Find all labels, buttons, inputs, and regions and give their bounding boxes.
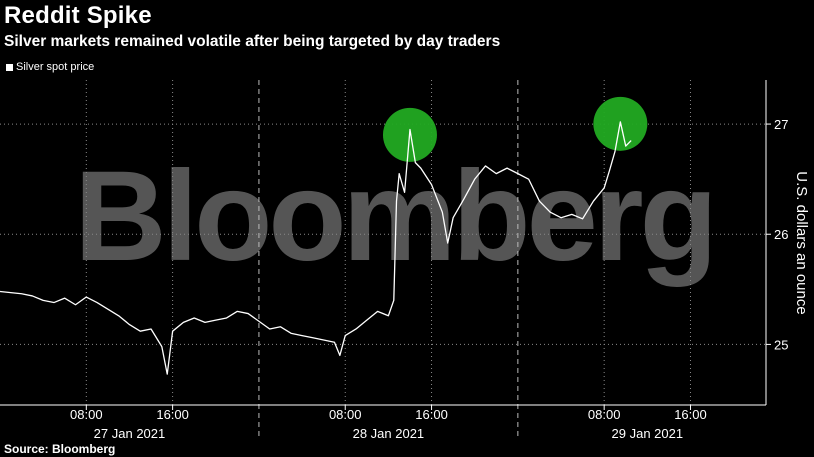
series-line-silver <box>0 121 632 375</box>
x-day-label: 27 Jan 2021 <box>94 426 166 441</box>
bloomberg-watermark: Bloomberg <box>74 145 714 288</box>
chart-subtitle: Silver markets remained volatile after b… <box>4 33 501 50</box>
y-tick-label: 26 <box>774 227 788 242</box>
x-tick-label: 16:00 <box>156 407 189 422</box>
y-tick-label: 25 <box>774 337 788 352</box>
x-tick-label: 08:00 <box>70 407 103 422</box>
legend-label: Silver spot price <box>16 61 95 73</box>
x-day-label: 29 Jan 2021 <box>612 426 684 441</box>
chart-legend: Silver spot price <box>6 61 94 73</box>
y-axis-label: U.S. dollars an ounce <box>793 171 810 314</box>
x-tick-label: 08:00 <box>329 407 362 422</box>
x-day-label: 28 Jan 2021 <box>353 426 425 441</box>
legend-swatch <box>6 63 13 71</box>
source-note: Source: Bloomberg <box>4 442 116 456</box>
x-tick-label: 08:00 <box>588 407 621 422</box>
x-tick-label: 16:00 <box>415 407 448 422</box>
x-tick-label: 16:00 <box>674 407 707 422</box>
y-tick-label: 27 <box>774 117 788 132</box>
chart-title: Reddit Spike <box>4 2 152 29</box>
